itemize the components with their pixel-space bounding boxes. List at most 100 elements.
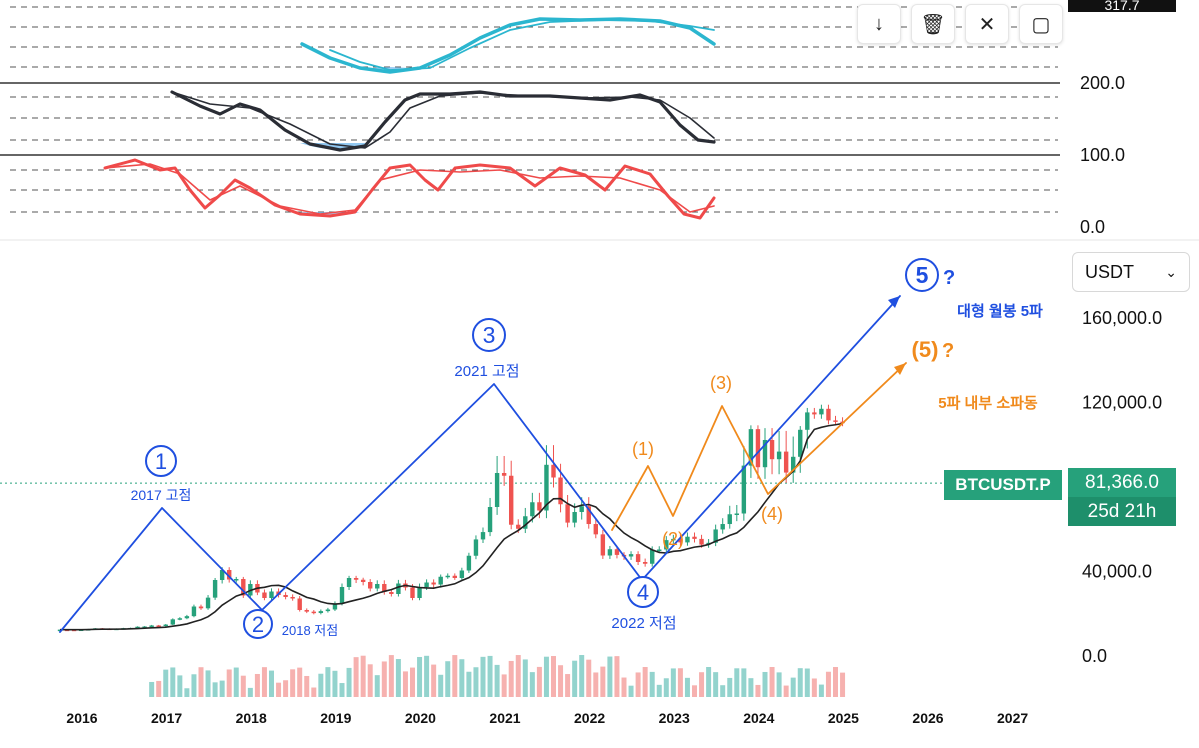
x-axis-label: 2018 [236,710,267,726]
volume-bar [170,667,176,697]
wave-3-number: 3 [483,322,496,348]
volume-bar [769,667,775,697]
candle [396,583,401,594]
volume-bar [149,681,155,697]
candle [234,579,239,581]
volume-bar [818,684,824,697]
candle [410,587,415,598]
volume-bar [184,688,190,697]
wave-4-circle [627,576,659,608]
candle [332,603,338,610]
candle [650,549,655,564]
candle [657,549,662,551]
candle [445,575,450,578]
candle [699,538,704,545]
candle [579,506,584,512]
candle [156,625,161,627]
candle [551,464,556,478]
volume-bar [536,666,542,697]
volume-bar [163,669,169,697]
candle [565,504,570,523]
price-box: 81,366.0 25d 21h [1068,468,1176,526]
price-axis-label: 0.0 [1082,646,1107,666]
candle [353,578,359,580]
volume-bar [297,667,303,697]
volume-bar [466,671,472,697]
candle [480,532,486,540]
candle [678,538,683,543]
indicator-axis-label: 100.0 [1080,145,1125,165]
volume-bar [452,655,458,697]
download-icon[interactable]: ↓ [857,4,901,44]
candle [311,611,316,614]
volume-bar [177,675,183,697]
subwave-2: (2) [662,529,684,549]
candle [544,464,549,511]
wave-1-label: 2017 고점 [131,487,192,503]
volume-bar [332,670,338,697]
candle [819,408,824,415]
currency-select[interactable]: USDT ⌄ [1072,252,1190,292]
volume-bar [198,667,204,697]
candle [600,534,606,556]
volume-bar [727,677,733,697]
volume-bar [501,674,507,697]
volume-bar [628,685,634,697]
volume-bar [811,678,817,697]
candle [720,524,725,530]
candle [368,582,373,589]
price-axis-label: 40,000.0 [1082,562,1152,582]
volume-bar [374,675,380,697]
x-axis-label: 2019 [320,710,351,726]
candle [325,609,331,612]
volume-bar [677,668,683,697]
volume-bar [565,674,571,697]
volume-bar [699,672,705,697]
candle [205,597,211,609]
volume-bar [459,659,465,697]
wave-3-label: 2021 고점 [454,363,519,380]
candle [339,587,345,604]
volume-bar [586,659,592,697]
candle [805,412,810,430]
candle [198,606,204,609]
red-line-slow [104,163,715,215]
volume-bar [593,672,599,697]
volume-bar [283,680,289,697]
volume-bar [233,667,239,697]
volume-bar [804,668,810,697]
volume-bar [261,667,267,697]
wave-5-circle [905,258,939,292]
candle [509,475,514,525]
moving-average-line [59,422,843,631]
volume-bar [783,685,789,697]
volume-bar [417,656,423,697]
collapse-icon[interactable]: ✕ [965,4,1009,44]
trash-icon[interactable]: 🗑 [911,4,955,44]
volume-bar [755,684,761,697]
volume-bar [649,671,655,697]
volume-bar [290,669,296,697]
volume-bar [424,655,430,697]
candle-countdown: 25d 21h [1068,497,1176,526]
volume-bar [797,668,803,697]
candle [614,549,620,555]
candle [219,570,225,580]
wave-2-number: 2 [252,612,264,637]
volume-bar [367,664,373,697]
volume-bar [670,668,676,697]
volume-bar [318,673,324,697]
maximize-icon[interactable]: ▢ [1019,4,1063,44]
wave-2-circle [243,609,273,639]
x-axis-label: 2025 [828,710,859,726]
x-axis-label: 2022 [574,710,605,726]
candle [607,549,613,556]
volume-bar [156,680,162,697]
arrow-head-main [888,296,900,308]
indicator-axis-label: 200.0 [1080,73,1125,93]
candle [360,579,366,582]
candle [262,592,267,598]
volume-bar [762,671,768,697]
wave-4-label: 2022 저점 [611,615,676,632]
top-value-tag: 317.7 [1068,0,1176,12]
